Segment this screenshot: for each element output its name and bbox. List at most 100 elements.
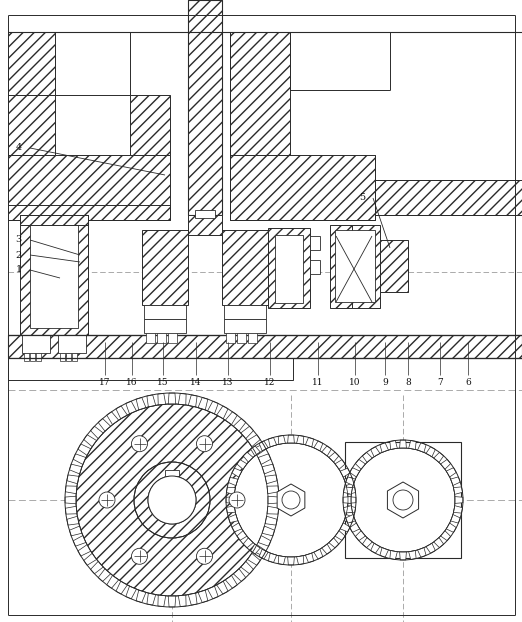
Polygon shape	[168, 596, 176, 607]
Polygon shape	[253, 444, 266, 455]
Bar	[345, 442, 461, 558]
Polygon shape	[305, 553, 314, 562]
Bar	[22, 335, 50, 353]
Circle shape	[229, 492, 245, 508]
Polygon shape	[259, 441, 268, 451]
Polygon shape	[446, 468, 456, 477]
Polygon shape	[158, 393, 165, 405]
Polygon shape	[243, 538, 253, 548]
Polygon shape	[147, 593, 156, 605]
Polygon shape	[265, 516, 277, 525]
Polygon shape	[314, 441, 323, 451]
Bar	[335, 230, 375, 302]
Polygon shape	[268, 228, 310, 308]
Polygon shape	[73, 454, 86, 465]
Polygon shape	[69, 464, 82, 474]
Polygon shape	[258, 536, 271, 546]
Polygon shape	[107, 575, 118, 588]
Text: 3: 3	[16, 236, 22, 244]
Bar	[146, 333, 155, 343]
Text: 12: 12	[264, 378, 276, 387]
Polygon shape	[227, 487, 235, 494]
Polygon shape	[227, 506, 235, 513]
Polygon shape	[352, 225, 380, 308]
Circle shape	[132, 435, 148, 452]
Polygon shape	[84, 435, 97, 447]
Polygon shape	[229, 514, 238, 522]
Polygon shape	[116, 406, 127, 419]
Polygon shape	[179, 393, 186, 405]
Polygon shape	[329, 538, 339, 548]
Polygon shape	[310, 236, 320, 250]
Polygon shape	[277, 484, 305, 516]
Circle shape	[282, 491, 300, 509]
Polygon shape	[267, 486, 279, 494]
Polygon shape	[344, 514, 353, 522]
Polygon shape	[335, 531, 345, 541]
Polygon shape	[355, 531, 365, 541]
Polygon shape	[446, 523, 456, 532]
Polygon shape	[409, 550, 416, 560]
Polygon shape	[73, 536, 86, 546]
Polygon shape	[217, 406, 228, 419]
Polygon shape	[409, 440, 416, 450]
Polygon shape	[243, 452, 253, 462]
Polygon shape	[259, 549, 268, 559]
Polygon shape	[165, 470, 179, 476]
Polygon shape	[380, 443, 388, 452]
Polygon shape	[288, 557, 294, 565]
Polygon shape	[265, 475, 277, 484]
Polygon shape	[329, 452, 339, 462]
Polygon shape	[347, 487, 355, 494]
Polygon shape	[126, 586, 136, 599]
Text: 1: 1	[16, 266, 22, 274]
Polygon shape	[251, 446, 260, 456]
Polygon shape	[188, 0, 222, 215]
Polygon shape	[380, 547, 388, 557]
Polygon shape	[343, 506, 352, 513]
Polygon shape	[69, 526, 82, 536]
Polygon shape	[362, 537, 372, 548]
Polygon shape	[400, 552, 407, 560]
Polygon shape	[8, 155, 170, 220]
Polygon shape	[296, 435, 304, 444]
Polygon shape	[247, 435, 260, 447]
Polygon shape	[371, 543, 380, 554]
Polygon shape	[387, 482, 419, 518]
Text: 11: 11	[312, 378, 324, 387]
Polygon shape	[343, 496, 351, 503]
Polygon shape	[198, 590, 208, 603]
Polygon shape	[346, 477, 355, 485]
Bar	[24, 353, 29, 361]
Polygon shape	[314, 549, 323, 559]
Text: 9: 9	[382, 378, 388, 387]
Polygon shape	[98, 569, 111, 582]
Polygon shape	[208, 401, 218, 414]
Polygon shape	[195, 210, 215, 218]
Polygon shape	[454, 487, 462, 494]
Polygon shape	[67, 516, 79, 525]
Polygon shape	[188, 593, 197, 605]
Polygon shape	[362, 452, 372, 462]
Polygon shape	[267, 506, 279, 514]
Text: 13: 13	[222, 378, 234, 387]
Polygon shape	[84, 554, 97, 565]
Polygon shape	[130, 95, 170, 155]
Polygon shape	[232, 468, 242, 477]
Polygon shape	[253, 545, 266, 556]
Polygon shape	[241, 562, 254, 573]
Polygon shape	[418, 443, 426, 452]
Bar	[157, 333, 166, 343]
Polygon shape	[348, 496, 356, 503]
Polygon shape	[198, 397, 208, 410]
Bar	[224, 319, 266, 333]
Polygon shape	[230, 155, 375, 220]
Polygon shape	[340, 468, 350, 477]
Polygon shape	[251, 544, 260, 554]
Polygon shape	[233, 419, 246, 431]
Bar	[30, 220, 78, 328]
Polygon shape	[222, 230, 268, 305]
Circle shape	[351, 448, 455, 552]
Polygon shape	[400, 440, 407, 448]
Polygon shape	[179, 595, 186, 606]
